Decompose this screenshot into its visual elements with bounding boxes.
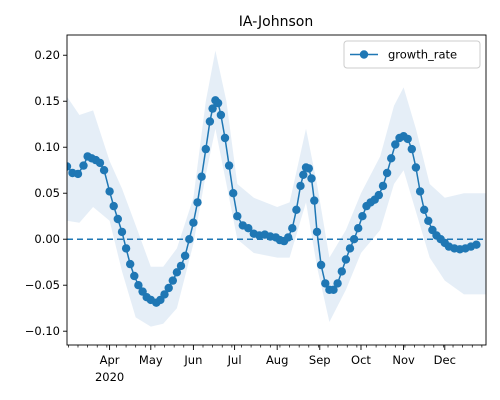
growth-rate-point <box>337 267 346 276</box>
growth-rate-point <box>349 235 359 244</box>
growth-rate-point <box>411 163 421 172</box>
y-tick-label: −0.10 <box>25 324 60 338</box>
growth-rate-point <box>420 205 429 214</box>
x-tick-label: Oct <box>351 353 371 367</box>
x-tick-label: Sep <box>309 353 331 367</box>
x-tick-label: Dec <box>434 353 456 367</box>
x-tick-label: Apr <box>100 353 120 367</box>
growth-rate-point <box>109 201 118 211</box>
growth-rate-point <box>387 154 396 163</box>
growth-rate-point <box>424 216 433 225</box>
growth-rate-point <box>296 181 305 191</box>
x-tick-label: Nov <box>392 353 415 367</box>
growth-rate-point <box>307 174 316 183</box>
plot-area <box>67 50 486 327</box>
y-tick-label: 0.20 <box>34 48 60 62</box>
axes-frame <box>66 34 487 346</box>
growth-rate-point <box>358 212 367 221</box>
legend-marker-swatch <box>359 50 369 59</box>
growth-rate-point <box>67 162 72 171</box>
growth-rate-point <box>130 271 139 281</box>
legend-box <box>343 40 481 69</box>
growth-rate-point <box>79 161 88 170</box>
growth-rate-point <box>284 233 293 242</box>
growth-rate-point <box>220 133 230 143</box>
growth-rate-point <box>99 166 109 175</box>
growth-rate-point <box>213 98 223 108</box>
growth-rate-point <box>160 290 169 299</box>
growth-rate-point <box>391 140 400 149</box>
growth-rate-point <box>168 276 177 285</box>
growth-rate-point <box>304 164 313 173</box>
growth-rate-point <box>113 214 123 224</box>
growth-rate-point <box>180 251 190 260</box>
growth-rate-point <box>95 158 105 168</box>
growth-rate-point <box>299 170 308 179</box>
axes: −0.10 −0.05 0.00 0.05 0.10 0.15 0.20 Apr May Jun J… <box>25 34 487 384</box>
growth-rate-point <box>164 283 173 293</box>
chart-title: IA-Johnson <box>239 14 313 30</box>
x-year-label: 2020 <box>95 370 124 384</box>
y-tick-label: 0.05 <box>34 186 60 200</box>
growth-rate-point <box>117 227 127 237</box>
growth-rate-point <box>292 205 301 214</box>
y-tick-label: −0.05 <box>25 278 60 292</box>
legend: growth_rate <box>343 40 481 69</box>
x-tick-label: May <box>139 353 163 367</box>
growth-rate-point <box>176 261 186 271</box>
x-tick-label: Jul <box>227 353 242 367</box>
growth-rate-point <box>233 212 242 221</box>
growth-rate-point <box>378 181 388 191</box>
growth-rate-point <box>172 268 182 277</box>
growth-rate-point <box>229 189 238 198</box>
growth-rate-point <box>333 279 342 288</box>
x-tick-label: Jun <box>183 353 202 367</box>
confidence-band <box>67 50 486 327</box>
growth-rate-point <box>185 235 194 244</box>
growth-rate-point <box>310 196 319 205</box>
growth-rate-point <box>205 117 215 126</box>
growth-rate-point <box>216 110 226 120</box>
growth-rate-point <box>73 169 83 179</box>
y-tick-label: 0.00 <box>34 232 60 246</box>
plot-content <box>67 50 486 327</box>
growth-rate-point <box>134 281 143 290</box>
growth-rate-point <box>472 240 481 249</box>
growth-rate-point <box>374 190 383 200</box>
growth-rate-point <box>415 187 425 196</box>
growth-rate-point <box>329 285 338 294</box>
growth-rate-point <box>208 104 217 113</box>
growth-rate-point <box>407 144 416 154</box>
growth-rate-point <box>224 161 234 170</box>
growth-rate-point <box>105 187 114 196</box>
growth-rate-point <box>197 172 206 181</box>
growth-rate-point <box>341 255 351 264</box>
growth-rate-point <box>321 279 330 288</box>
growth-rate-point <box>345 244 355 253</box>
growth-rate-point <box>288 224 297 233</box>
growth-rate-point <box>403 134 412 144</box>
y-tick-label: 0.15 <box>34 94 60 108</box>
legend-label: growth_rate <box>388 48 457 62</box>
x-tick-label: Aug <box>266 353 288 367</box>
growth-rate-point <box>312 227 322 237</box>
growth-rate-point <box>121 244 131 253</box>
growth-rate-point <box>189 218 198 227</box>
growth-rate-point <box>201 144 210 154</box>
growth-rate-point <box>382 168 392 178</box>
growth-rate-point <box>354 224 363 233</box>
growth-rate-point <box>316 260 326 270</box>
growth-rate-point <box>244 224 253 233</box>
growth-rate-point <box>193 198 202 207</box>
y-tick-label: 0.10 <box>34 140 60 154</box>
growth-rate-point <box>126 259 135 269</box>
